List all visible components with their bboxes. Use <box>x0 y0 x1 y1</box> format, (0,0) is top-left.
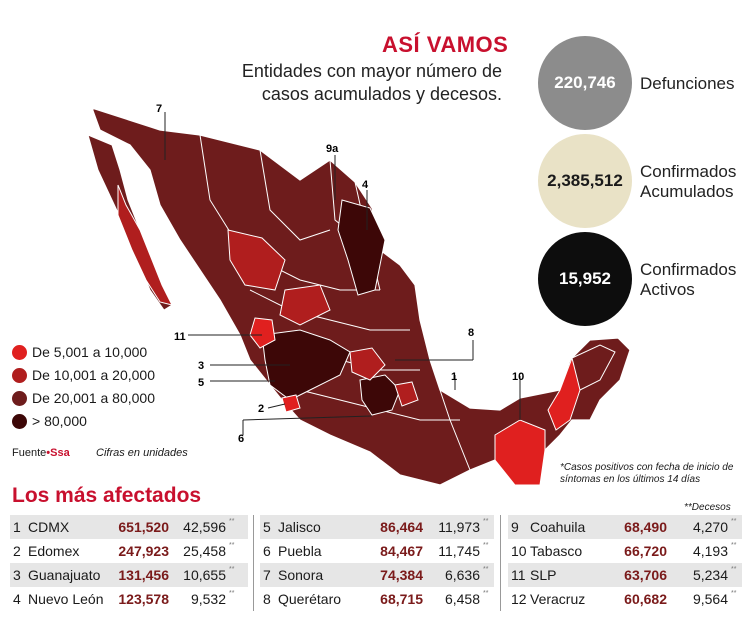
map-label-3: 3 <box>198 360 204 372</box>
sinaloa-region <box>227 229 286 291</box>
deaths-value: 220,746 <box>554 73 616 92</box>
table-row: 2 Edomex 247,923 25,458 ** <box>13 542 235 559</box>
mexico-map: 7 9a 4 11 8 3 5 1 10 2 6 N <box>87 103 631 486</box>
table-row: 5 Jalisco 86,464 11,973 ** <box>260 515 494 539</box>
footnote: *Casos positivos con fecha de inicio de … <box>560 462 734 485</box>
legend-label: > 80,000 <box>32 413 87 429</box>
table-row: 9 Coahuila 68,490 4,270 ** <box>508 515 742 539</box>
cdmx-edomex <box>359 374 401 416</box>
legend-label: De 20,001 a 80,000 <box>32 390 155 406</box>
table-row: 11 SLP 63,706 5,234 ** <box>508 563 742 587</box>
map-label-2: 2 <box>258 403 264 415</box>
page-title: ASÍ VAMOS <box>382 32 509 57</box>
deaths-circle: 220,746 <box>538 36 632 130</box>
colima-region <box>249 317 276 349</box>
map-label-9a: 9a <box>326 143 339 155</box>
table-column: 1 CDMX 651,520 42,596 ** 2 Edomex 247,923 25,45… <box>10 515 248 611</box>
map-label-10: 10 <box>512 371 524 383</box>
source-dot: • <box>46 447 51 459</box>
table-row: 7 Sonora 74,384 6,636 ** <box>260 563 494 587</box>
legend-swatch <box>12 367 27 383</box>
deaths-note: **Decesos <box>684 502 731 513</box>
column-divider <box>253 515 254 611</box>
table-column: 5 Jalisco 86,464 11,973 ** 6 Puebla 84,467 11,7… <box>260 515 494 611</box>
yucatan-region <box>547 356 581 431</box>
chiapas-region <box>494 419 546 486</box>
page-subtitle: Entidades con mayor número de casos acum… <box>241 61 502 104</box>
legend-swatch <box>12 390 27 406</box>
legend-label: De 5,001 a 10,000 <box>32 344 148 360</box>
table-row: 4 Nuevo León 123,578 9,532 ** <box>13 590 235 607</box>
legend-swatch <box>12 344 27 360</box>
source-name: Ssa <box>50 447 70 459</box>
deaths-label: Defunciones <box>640 74 735 93</box>
table-row: 3 Guanajuato 131,456 10,655 ** <box>10 563 248 587</box>
active-label: Confirmados Activos <box>640 260 737 299</box>
legend-item: De 20,001 a 80,000 <box>12 390 155 406</box>
active-value: 15,952 <box>559 269 611 288</box>
confirmed-value: 2,385,512 <box>547 171 623 190</box>
leader-lines <box>164 112 521 435</box>
legend-label: De 10,001 a 20,000 <box>32 367 155 383</box>
map-label-6: 6 <box>238 433 244 445</box>
map-label-1: 1 <box>451 371 457 383</box>
mainland <box>91 107 631 486</box>
legend-item: De 10,001 a 20,000 <box>12 367 155 383</box>
legend-item: De 5,001 a 10,000 <box>12 344 147 360</box>
table-title: Los más afectados <box>12 484 202 507</box>
queretaro-region <box>349 347 386 381</box>
map-label-4: 4 <box>362 179 369 191</box>
legend-item: > 80,000 <box>12 413 87 429</box>
table-row: 10 Tabasco 66,720 4,193 ** <box>511 542 737 559</box>
map-label-11: 11 <box>174 331 186 343</box>
column-divider <box>500 515 501 611</box>
map-label-8: 8 <box>468 327 474 339</box>
confirmed-circle: 2,385,512 <box>538 134 632 228</box>
table-row: 6 Puebla 84,467 11,745 ** <box>263 542 489 559</box>
table-row: 12 Veracruz 60,682 9,564 ** <box>511 590 737 607</box>
confirmed-label: Confirmados Acumulados <box>640 162 737 201</box>
units-note: Cifras en unidades <box>96 447 188 459</box>
table-column: 9 Coahuila 68,490 4,270 ** 10 Tabasco 66,720 4,… <box>508 515 742 611</box>
baja-california-sur <box>117 184 173 306</box>
jalisco-guanajuato <box>261 329 351 401</box>
active-circle: 15,952 <box>538 232 632 326</box>
michoacan-coast <box>281 394 301 413</box>
nuevo-leon <box>337 199 386 296</box>
zacatecas-region <box>279 284 331 326</box>
map-label-7: 7 <box>156 103 162 115</box>
table-row: 8 Querétaro 68,715 6,458 ** <box>263 590 489 607</box>
map-label-5: 5 <box>198 377 204 389</box>
source-credit: Fuente•Ssa <box>12 447 70 459</box>
tlaxcala-region <box>394 381 419 407</box>
legend-swatch <box>12 413 27 429</box>
table-row: 1 CDMX 651,520 42,596 ** <box>10 515 248 539</box>
